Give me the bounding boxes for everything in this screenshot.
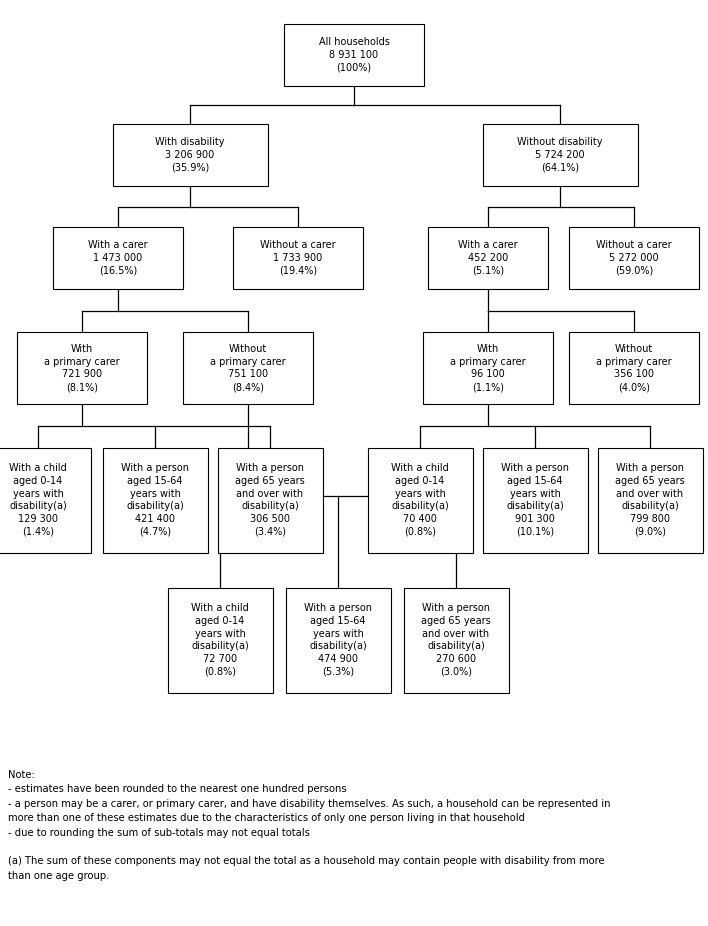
FancyBboxPatch shape (183, 332, 313, 404)
FancyBboxPatch shape (0, 447, 91, 553)
FancyBboxPatch shape (103, 447, 207, 553)
Text: With disability
3 206 900
(35.9%): With disability 3 206 900 (35.9%) (155, 137, 224, 173)
FancyBboxPatch shape (53, 227, 183, 289)
Text: With a carer
452 200
(5.1%): With a carer 452 200 (5.1%) (458, 240, 518, 276)
Text: Without disability
5 724 200
(64.1%): Without disability 5 724 200 (64.1%) (518, 137, 603, 173)
Text: All households
8 931 100
(100%): All households 8 931 100 (100%) (319, 37, 389, 73)
FancyBboxPatch shape (217, 447, 323, 553)
FancyBboxPatch shape (569, 227, 699, 289)
Text: With a child
aged 0-14
years with
disability(a)
129 300
(1.4%): With a child aged 0-14 years with disabi… (9, 463, 67, 537)
Text: Without a carer
1 733 900
(19.4%): Without a carer 1 733 900 (19.4%) (260, 240, 336, 276)
Text: Note:
- estimates have been rounded to the nearest one hundred persons
- a perso: Note: - estimates have been rounded to t… (8, 770, 610, 881)
FancyBboxPatch shape (168, 587, 273, 693)
Text: Without
a primary carer
751 100
(8.4%): Without a primary carer 751 100 (8.4%) (210, 344, 286, 393)
Text: With
a primary carer
96 100
(1.1%): With a primary carer 96 100 (1.1%) (450, 344, 526, 393)
FancyBboxPatch shape (482, 124, 637, 186)
Text: With a person
aged 15-64
years with
disability(a)
421 400
(4.7%): With a person aged 15-64 years with disa… (121, 463, 189, 537)
FancyBboxPatch shape (569, 332, 699, 404)
FancyBboxPatch shape (233, 227, 363, 289)
FancyBboxPatch shape (598, 447, 702, 553)
FancyBboxPatch shape (428, 227, 548, 289)
Text: With a person
aged 15-64
years with
disability(a)
474 900
(5.3%): With a person aged 15-64 years with disa… (304, 603, 372, 677)
FancyBboxPatch shape (367, 447, 472, 553)
FancyBboxPatch shape (285, 587, 391, 693)
FancyBboxPatch shape (284, 24, 424, 86)
Text: With a person
aged 65 years
and over with
disability(a)
306 500
(3.4%): With a person aged 65 years and over wit… (235, 463, 305, 537)
Text: With a child
aged 0-14
years with
disability(a)
70 400
(0.8%): With a child aged 0-14 years with disabi… (391, 463, 449, 537)
Text: Without a carer
5 272 000
(59.0%): Without a carer 5 272 000 (59.0%) (596, 240, 672, 276)
Text: With a person
aged 15-64
years with
disability(a)
901 300
(10.1%): With a person aged 15-64 years with disa… (501, 463, 569, 537)
Text: With a carer
1 473 000
(16.5%): With a carer 1 473 000 (16.5%) (88, 240, 148, 276)
FancyBboxPatch shape (423, 332, 553, 404)
Text: With
a primary carer
721 900
(8.1%): With a primary carer 721 900 (8.1%) (44, 344, 120, 393)
FancyBboxPatch shape (113, 124, 268, 186)
FancyBboxPatch shape (482, 447, 588, 553)
Text: With a person
aged 65 years
and over with
disability(a)
270 600
(3.0%): With a person aged 65 years and over wit… (421, 603, 491, 677)
FancyBboxPatch shape (404, 587, 508, 693)
Text: With a child
aged 0-14
years with
disability(a)
72 700
(0.8%): With a child aged 0-14 years with disabi… (191, 603, 249, 677)
Text: With a person
aged 65 years
and over with
disability(a)
799 800
(9.0%): With a person aged 65 years and over wit… (615, 463, 685, 537)
Text: Without
a primary carer
356 100
(4.0%): Without a primary carer 356 100 (4.0%) (596, 344, 672, 393)
FancyBboxPatch shape (17, 332, 147, 404)
